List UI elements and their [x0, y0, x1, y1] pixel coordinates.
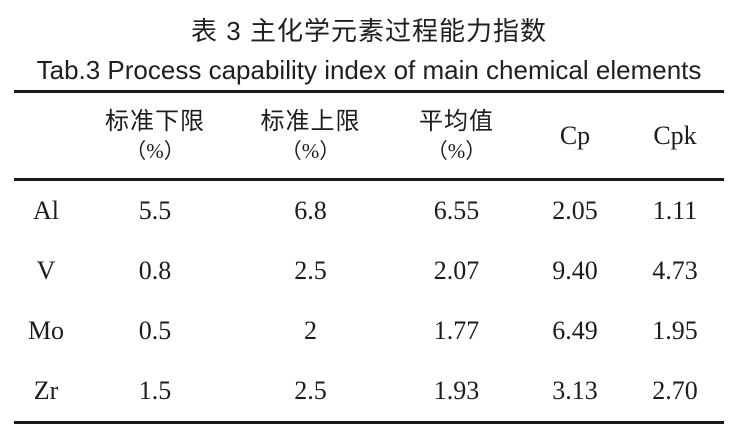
col-header-cpk: Cpk	[626, 91, 724, 181]
table-caption: 表 3 主化学元素过程能力指数 Tab.3 Process capability…	[0, 0, 738, 90]
cell-element: Al	[33, 196, 59, 225]
cell-cp: 9.40	[552, 256, 598, 285]
cell-cpk: 1.95	[652, 316, 698, 345]
col-header-upper-limit-label: 标准上限	[260, 108, 361, 135]
table-row-zr: Zr 1.5 2.5 1.93 3.13 2.70	[14, 361, 724, 423]
col-header-upper-limit-unit: （%）	[280, 138, 341, 163]
col-header-cpk-label: Cpk	[653, 120, 697, 150]
cell-upper-limit: 2	[304, 316, 317, 345]
cell-element: Mo	[27, 316, 65, 345]
process-capability-table: 标准下限 （%） 标准上限 （%） 平均值 （%） Cp Cpk	[14, 90, 724, 424]
cell-mean: 1.93	[433, 376, 480, 405]
col-header-lower-limit-unit: （%）	[125, 138, 185, 163]
cell-cpk: 2.70	[652, 376, 698, 405]
col-header-lower-limit-label: 标准下限	[105, 108, 205, 135]
cell-lower-limit: 0.8	[138, 256, 172, 285]
cell-upper-limit: 6.8	[294, 196, 327, 225]
cell-mean: 1.77	[433, 316, 480, 345]
cell-cpk: 1.11	[652, 196, 698, 225]
col-header-cp: Cp	[524, 91, 626, 181]
col-header-cp-label: Cp	[559, 120, 591, 150]
col-header-lower-limit: 标准下限 （%）	[78, 91, 232, 181]
cell-cp: 6.49	[552, 316, 598, 345]
table-row-al: Al 5.5 6.8 6.55 2.05 1.11	[14, 180, 724, 242]
cell-upper-limit: 2.5	[294, 376, 327, 405]
cell-lower-limit: 0.5	[138, 316, 172, 345]
col-header-upper-limit: 标准上限 （%）	[232, 91, 389, 181]
cell-mean: 2.07	[433, 256, 480, 285]
col-header-element	[14, 91, 78, 181]
cell-element: Zr	[33, 376, 59, 405]
col-header-mean-unit: （%）	[426, 138, 487, 163]
col-header-mean: 平均值 （%）	[389, 91, 524, 181]
cell-lower-limit: 5.5	[138, 196, 172, 225]
header-row: 标准下限 （%） 标准上限 （%） 平均值 （%） Cp Cpk	[14, 91, 724, 181]
cell-upper-limit: 2.5	[294, 256, 327, 285]
cell-mean: 6.55	[433, 196, 480, 225]
table-row-v: V 0.8 2.5 2.07 9.40 4.73	[14, 241, 724, 301]
table-caption-en: Tab.3 Process capability index of main c…	[36, 55, 702, 85]
col-header-mean-label: 平均值	[419, 108, 494, 135]
table-row-mo: Mo 0.5 2 1.77 6.49 1.95	[14, 301, 724, 361]
cell-cp: 3.13	[552, 376, 598, 405]
cell-lower-limit: 1.5	[138, 376, 172, 405]
cell-element: V	[36, 256, 56, 285]
cell-cpk: 4.73	[652, 256, 698, 285]
cell-cp: 2.05	[552, 196, 598, 225]
table-caption-zh: 表 3 主化学元素过程能力指数	[191, 16, 547, 46]
